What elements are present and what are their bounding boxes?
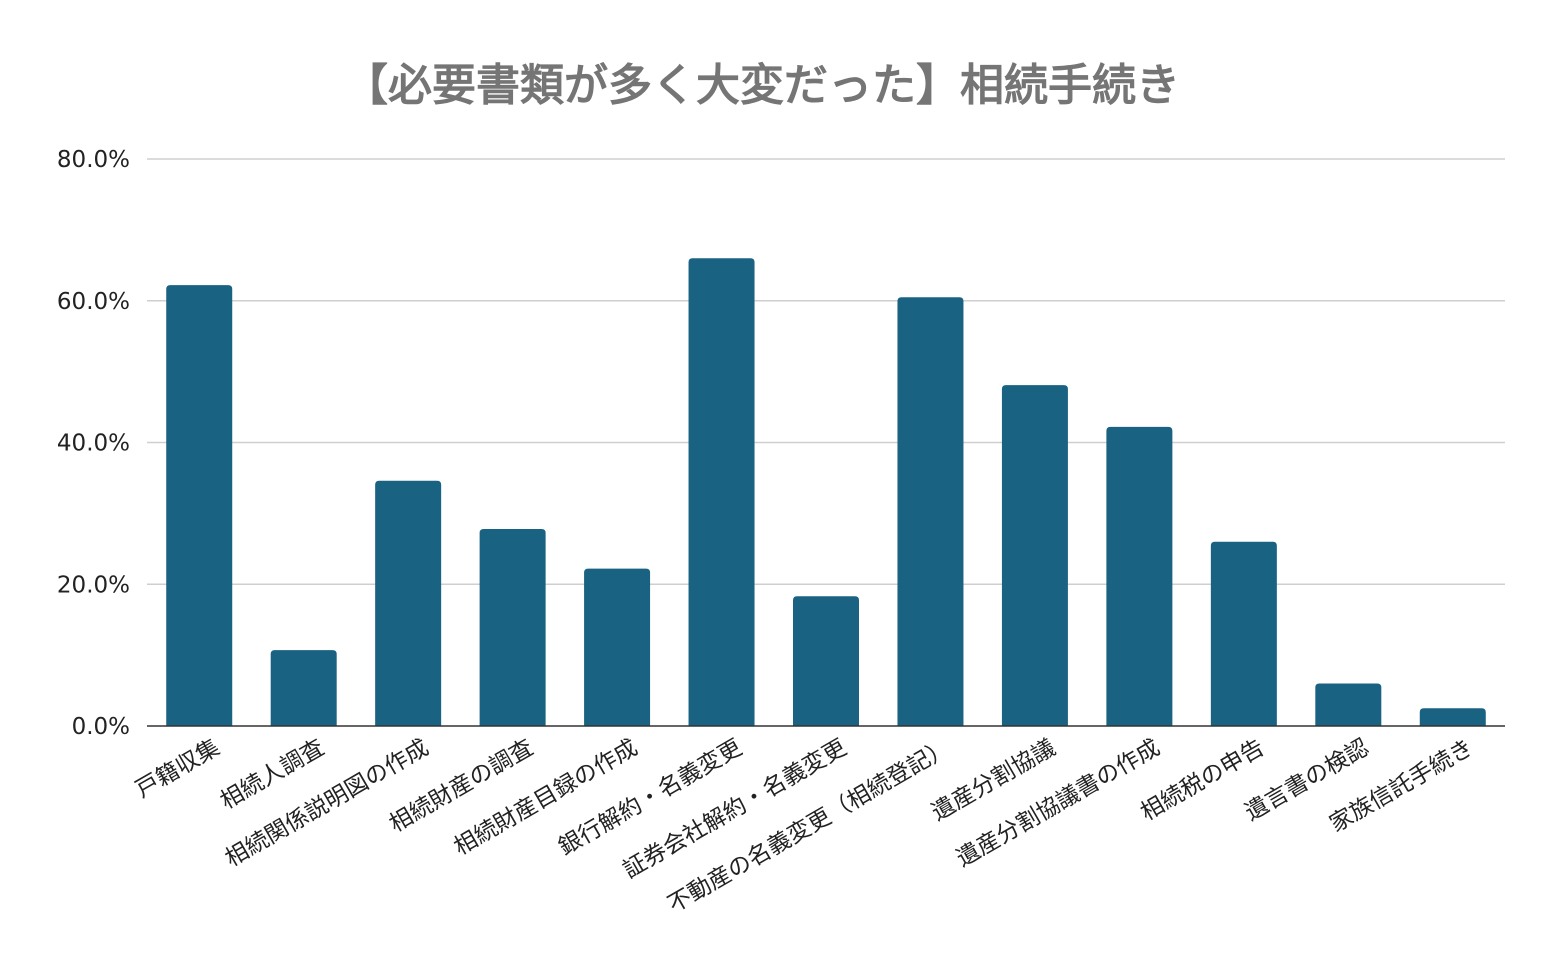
bar bbox=[166, 285, 233, 726]
chart-title: 【必要書類が多く大変だった】相続手続き bbox=[344, 60, 1180, 111]
bar bbox=[584, 568, 651, 726]
bar bbox=[688, 258, 755, 726]
x-tick-label: 戸籍収集 bbox=[132, 735, 225, 804]
bar bbox=[1001, 385, 1068, 726]
y-tick-label: 40.0% bbox=[57, 431, 130, 457]
x-tick-label: 相続財産目録の作成 bbox=[450, 735, 642, 861]
y-tick-label: 0.0% bbox=[72, 714, 130, 740]
bar bbox=[375, 480, 442, 726]
bar bbox=[270, 650, 337, 726]
bar bbox=[1315, 683, 1382, 726]
y-tick-label: 80.0% bbox=[57, 147, 130, 173]
y-tick-label: 60.0% bbox=[57, 289, 130, 315]
bar bbox=[1419, 708, 1486, 726]
bar bbox=[793, 596, 859, 726]
x-tick-label: 銀行解約・名義変更 bbox=[554, 735, 746, 861]
bar bbox=[1210, 541, 1277, 726]
bars bbox=[166, 258, 1486, 726]
y-axis-tick-labels: 0.0% 20.0% 40.0% 60.0% 80.0% bbox=[57, 147, 130, 740]
x-axis-tick-labels: 戸籍収集相続人調査相続関係説明図の作成相続財産の調査相続財産目録の作成銀行解約・… bbox=[132, 735, 1478, 919]
y-tick-label: 20.0% bbox=[57, 572, 130, 598]
bar bbox=[479, 528, 546, 726]
bar bbox=[897, 297, 964, 726]
gridlines bbox=[147, 158, 1505, 585]
bar bbox=[1106, 426, 1173, 726]
